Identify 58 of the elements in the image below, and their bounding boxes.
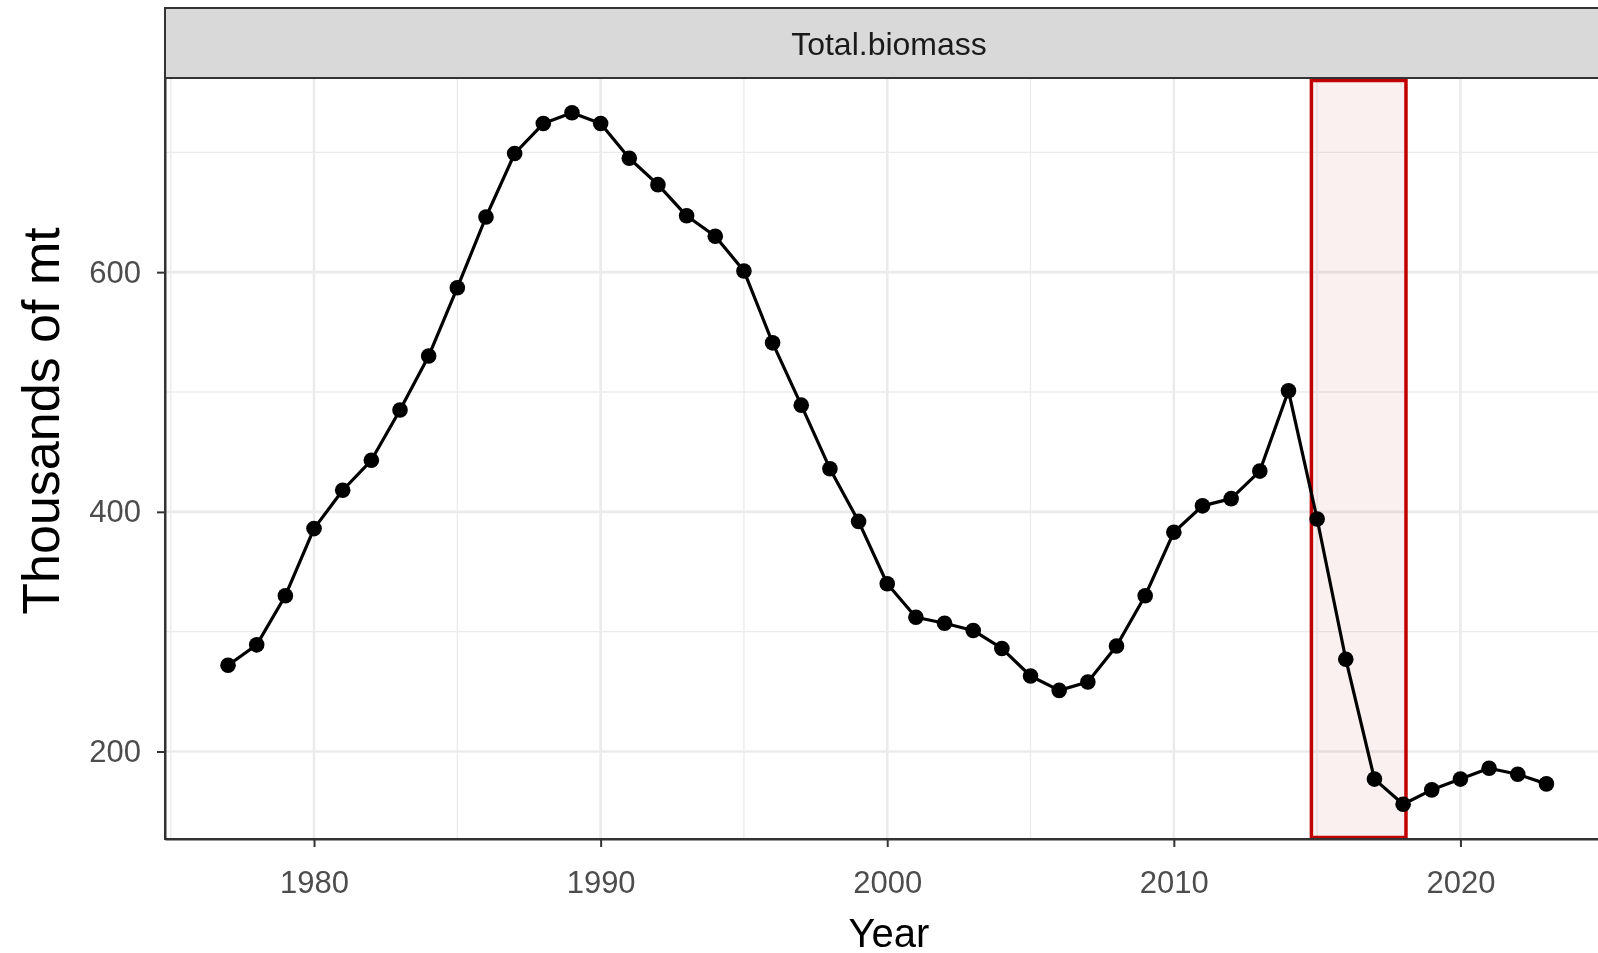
point: [277, 587, 294, 604]
x-axis-title: Year: [848, 911, 930, 953]
y-tick-label: 200: [89, 733, 141, 769]
chart-title: Total.biomass: [791, 25, 987, 62]
point: [764, 335, 781, 351]
point: [363, 452, 380, 469]
point: [1252, 463, 1268, 479]
point: [879, 575, 896, 592]
point: [592, 115, 609, 132]
point: [707, 228, 724, 244]
point: [936, 615, 953, 632]
y-tick-label: 600: [89, 254, 141, 290]
y-axis-title: Thousands of mt: [11, 226, 70, 615]
point: [1166, 524, 1182, 540]
x-tick-label: 2000: [853, 865, 923, 901]
point: [850, 513, 867, 530]
point: [449, 279, 466, 296]
point: [535, 115, 552, 132]
point: [1194, 498, 1211, 514]
point: [334, 482, 351, 499]
point: [1137, 587, 1153, 604]
point: [420, 348, 437, 364]
point: [220, 657, 236, 674]
point: [1022, 668, 1039, 684]
point: [1538, 776, 1555, 792]
point: [1509, 766, 1526, 783]
point: [1051, 682, 1067, 699]
point: [822, 460, 838, 477]
point: [478, 209, 494, 225]
point: [1481, 760, 1497, 777]
point: [994, 640, 1010, 657]
point: [392, 402, 408, 418]
point: [306, 520, 322, 537]
point: [1366, 771, 1383, 787]
point: [678, 208, 695, 224]
point: [621, 150, 638, 167]
point: [248, 637, 265, 653]
point: [1423, 782, 1440, 798]
point: [908, 609, 924, 626]
x-tick-label: 1980: [280, 865, 350, 901]
y-tick-label: 400: [89, 494, 141, 530]
point: [506, 145, 523, 162]
point: [965, 622, 982, 639]
point: [1223, 490, 1239, 507]
x-tick-label: 1990: [566, 865, 636, 901]
point: [1080, 674, 1096, 690]
point: [1108, 638, 1125, 654]
point: [650, 176, 666, 193]
x-tick-label: 2010: [1139, 865, 1209, 901]
point: [1280, 382, 1297, 399]
point: [1337, 651, 1354, 668]
point: [793, 397, 810, 413]
point: [564, 104, 580, 121]
x-tick-label: 2020: [1426, 865, 1496, 901]
point: [736, 263, 752, 279]
point: [1395, 796, 1411, 813]
point: [1309, 511, 1325, 527]
point: [1452, 771, 1469, 787]
